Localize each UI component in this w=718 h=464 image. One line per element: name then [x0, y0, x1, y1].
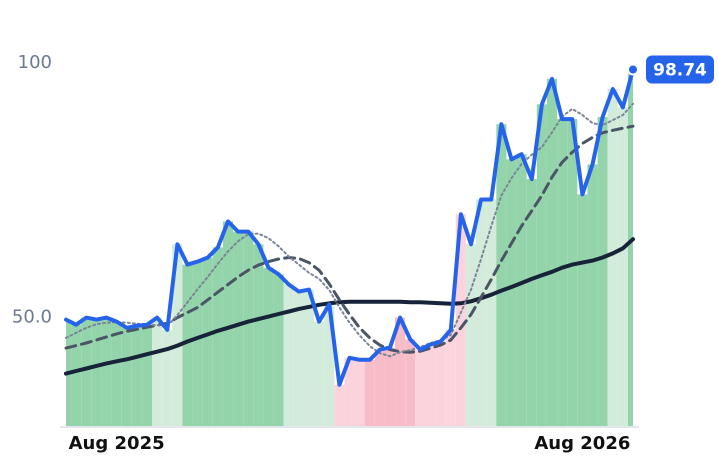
price-area — [303, 289, 315, 427]
price-area — [81, 317, 92, 427]
price-area — [273, 274, 284, 427]
price-area — [121, 327, 132, 427]
price-area — [354, 359, 365, 427]
price-area — [526, 179, 537, 427]
x-tick-label: Aug 2025 — [69, 433, 165, 454]
last-point — [627, 63, 639, 76]
price-area — [445, 329, 456, 427]
price-area — [192, 261, 203, 427]
price-area — [101, 317, 112, 427]
price-area — [172, 244, 183, 427]
price-area — [384, 347, 396, 427]
price-area — [486, 199, 497, 427]
price-area — [212, 247, 223, 427]
price-area — [435, 341, 446, 427]
price-area — [465, 244, 477, 427]
price-area — [374, 349, 385, 427]
price-area — [536, 104, 547, 428]
price-area — [617, 107, 628, 427]
price-area — [627, 69, 633, 428]
price-area — [506, 159, 517, 427]
price-area — [141, 324, 153, 427]
x-tick-label: Aug 2026 — [534, 433, 630, 454]
price-area — [415, 349, 426, 427]
price-area — [405, 339, 416, 427]
last-value-label: 98.74 — [653, 60, 707, 80]
price-area — [314, 321, 325, 427]
price-area — [253, 244, 264, 427]
price-area — [607, 89, 618, 428]
price-area — [496, 124, 507, 428]
price-area — [293, 291, 304, 427]
price-area — [455, 214, 466, 427]
price-area — [567, 119, 578, 428]
price-area — [324, 304, 335, 427]
price-area — [182, 264, 193, 427]
price-area — [476, 199, 487, 427]
price-area — [546, 78, 558, 427]
price-area — [577, 194, 588, 427]
price-area — [263, 267, 274, 427]
price-area — [516, 154, 527, 427]
y-tick-label: 100 — [18, 52, 52, 73]
price-area — [283, 284, 294, 427]
price-area — [557, 119, 568, 428]
series-line — [64, 237, 635, 376]
price-area — [587, 164, 598, 427]
price-area — [222, 221, 234, 427]
price-area — [71, 324, 82, 427]
price-area — [111, 321, 122, 427]
series-line — [65, 102, 634, 358]
price-area — [131, 325, 142, 427]
last-value-badge — [646, 55, 714, 84]
price-area — [364, 359, 375, 427]
price-area — [344, 357, 355, 427]
price-area — [152, 317, 163, 427]
price-area — [202, 257, 213, 427]
price-area — [91, 319, 102, 427]
series-line — [64, 67, 635, 387]
price-area — [395, 317, 406, 427]
price-area — [597, 117, 608, 428]
price-area — [425, 344, 436, 427]
price-area — [334, 384, 345, 427]
price-area — [243, 231, 254, 427]
price-area — [162, 329, 173, 427]
y-tick-label: 50.0 — [12, 307, 52, 328]
price-area — [233, 231, 244, 427]
